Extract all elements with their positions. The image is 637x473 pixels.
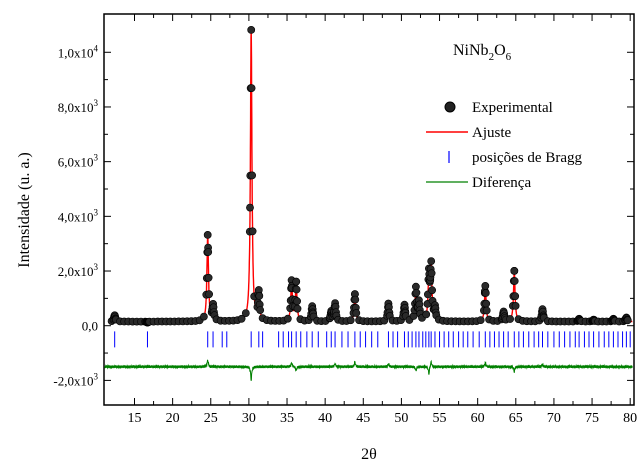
experimental-point: [255, 291, 264, 300]
y-tick-label: 8,0x103: [58, 98, 99, 115]
y-tick-label: -2,0x103: [53, 371, 98, 388]
experimental-point: [482, 299, 491, 308]
legend-marker-experimental: [444, 101, 456, 113]
x-tick-label: 55: [433, 411, 447, 426]
experimental-point: [510, 277, 519, 285]
x-tick-label: 25: [204, 411, 218, 426]
legend-label-bragg: posições de Bragg: [472, 150, 582, 166]
x-tick-label: 50: [394, 411, 408, 426]
experimental-point: [241, 309, 250, 317]
x-tick-label: 45: [356, 411, 370, 426]
y-tick-label: 0,0: [82, 319, 98, 334]
experimental-point: [293, 297, 301, 306]
experimental-point: [204, 248, 213, 256]
difference-series: [104, 359, 633, 381]
legend-label-experimental: Experimental: [472, 100, 553, 116]
x-tick-label: 20: [166, 411, 180, 426]
x-tick-label: 70: [547, 411, 561, 426]
y-tick-label: 6,0x103: [58, 153, 99, 170]
experimental-point: [511, 301, 520, 310]
experimental-point: [428, 286, 436, 295]
y-tick-label: 2,0x103: [58, 262, 99, 279]
experimental-point: [422, 310, 431, 319]
experimental-point: [204, 273, 213, 282]
experimental-point: [510, 266, 519, 275]
experimental-point: [427, 257, 436, 265]
bragg-positions-series: [114, 331, 631, 348]
experimental-point: [256, 306, 265, 314]
experimental-point: [248, 171, 256, 180]
experimental-point: [237, 314, 246, 323]
experimental-point: [248, 227, 257, 236]
experimental-point: [351, 295, 360, 304]
legend-label-fit: Ajuste: [472, 125, 512, 141]
legend-label-difference: Diferença: [472, 175, 531, 191]
experimental-point: [511, 292, 520, 301]
experimental-point: [352, 309, 361, 317]
axes-ticks: 15 20 25 30 35 40 45 50 55 60 65 70 75 80 -2,0x103 0,0 2…: [53, 14, 637, 426]
experimental-point: [346, 316, 355, 325]
experimental-point: [292, 285, 301, 294]
plot-frame: [103, 13, 635, 406]
x-tick-label: 15: [128, 411, 142, 426]
legend: Experimental Ajuste posições de Bragg Di…: [426, 100, 582, 191]
experimental-point: [199, 312, 208, 321]
x-tick-label: 35: [280, 411, 294, 426]
y-axis-label: Intensidade (u. a.): [16, 152, 33, 268]
experimental-point: [482, 306, 491, 315]
experimental-point: [481, 281, 490, 290]
experimental-point: [203, 230, 212, 239]
x-tick-label: 30: [242, 411, 256, 426]
experimental-point: [246, 203, 254, 212]
experimental-point: [506, 315, 514, 323]
x-axis-label: 2θ: [361, 446, 377, 463]
experimental-point: [247, 25, 256, 34]
x-tick-label: 80: [623, 411, 637, 426]
experimental-point: [481, 289, 490, 297]
compound-annotation: NiNb2O6: [453, 42, 512, 63]
experimental-point: [247, 84, 256, 92]
experimental-point: [427, 269, 436, 278]
x-tick-label: 65: [509, 411, 523, 426]
experimental-series: [107, 25, 632, 327]
y-tick-label: 1,0x104: [58, 43, 99, 60]
experimental-point: [283, 314, 292, 323]
x-tick-label: 60: [471, 411, 485, 426]
experimental-point: [293, 304, 302, 313]
y-tick-label: 4,0x103: [58, 207, 99, 224]
difference-line: [104, 359, 633, 381]
experimental-point: [205, 290, 213, 299]
experimental-point: [292, 277, 301, 286]
experimental-point: [623, 316, 632, 325]
x-tick-label: 75: [585, 411, 599, 426]
x-tick-label: 40: [318, 411, 332, 426]
experimental-point: [412, 288, 421, 297]
experimental-point: [476, 316, 485, 324]
